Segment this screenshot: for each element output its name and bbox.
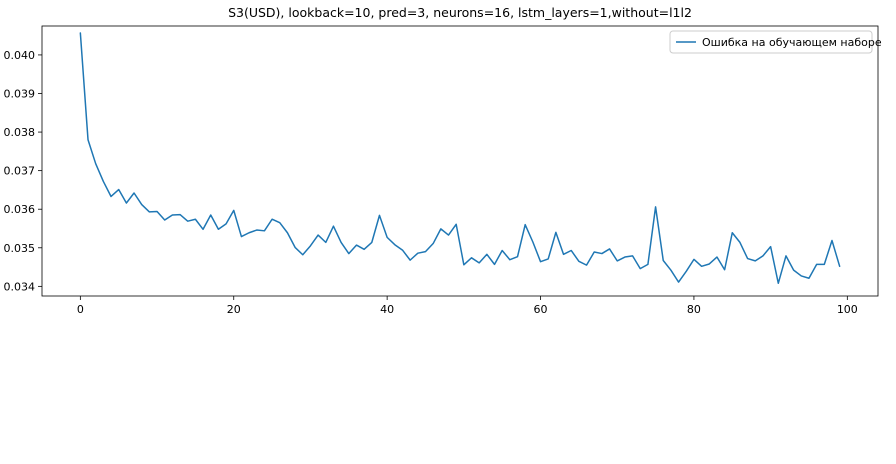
y-tick-label: 0.037 bbox=[4, 165, 36, 178]
y-tick-label: 0.040 bbox=[4, 49, 36, 62]
chart-title: S3(USD), lookback=10, pred=3, neurons=16… bbox=[228, 5, 692, 20]
x-tick-label: 20 bbox=[227, 303, 241, 316]
series-line bbox=[79, 32, 841, 285]
y-tick-label: 0.034 bbox=[4, 280, 36, 293]
x-tick-label: 80 bbox=[687, 303, 701, 316]
y-tick-label: 0.039 bbox=[4, 88, 36, 101]
x-tick-label: 100 bbox=[837, 303, 858, 316]
y-tick-label: 0.036 bbox=[4, 203, 36, 216]
x-tick-label: 60 bbox=[534, 303, 548, 316]
y-tick-label: 0.035 bbox=[4, 242, 36, 255]
x-tick-label: 0 bbox=[77, 303, 84, 316]
x-tick-label: 40 bbox=[380, 303, 394, 316]
y-tick-label: 0.038 bbox=[4, 126, 36, 139]
legend-label: Ошибка на обучающем наборе bbox=[702, 36, 882, 49]
legend-box bbox=[669, 30, 873, 54]
plot-frame bbox=[41, 25, 879, 297]
legend: Ошибка на обучающем наборе bbox=[669, 30, 882, 54]
